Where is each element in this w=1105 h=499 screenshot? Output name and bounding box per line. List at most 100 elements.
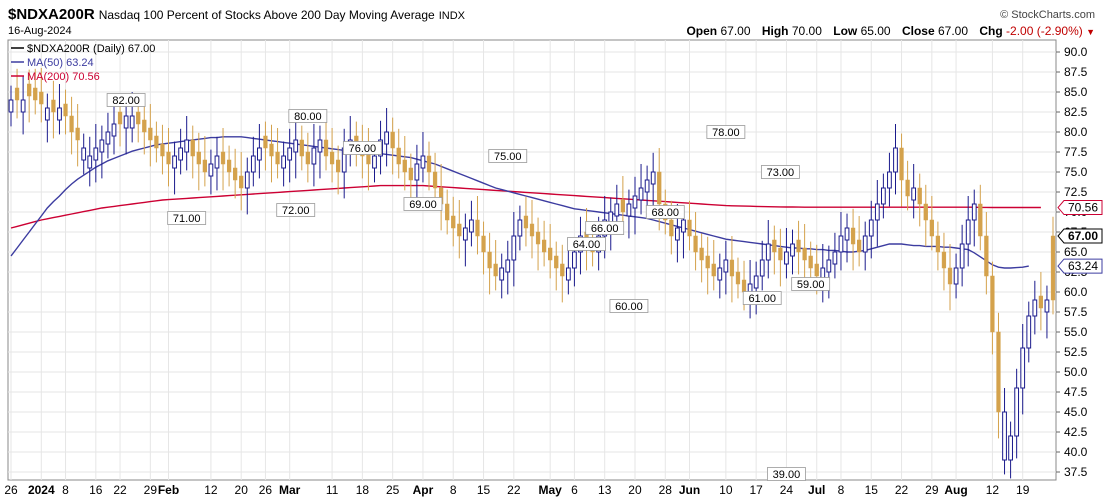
- candle-body: [63, 103, 68, 117]
- candle-body: [857, 239, 862, 253]
- candle-body: [499, 267, 505, 281]
- chg-label: Chg: [979, 24, 1003, 38]
- x-tick-label: Apr: [413, 483, 434, 497]
- candle-body: [548, 247, 553, 261]
- candle-body: [1032, 299, 1038, 317]
- candle-body: [451, 215, 456, 229]
- candle-body: [305, 151, 310, 165]
- candle-body: [681, 219, 686, 233]
- candle-body: [517, 219, 523, 237]
- candle-body: [166, 151, 171, 165]
- candle-body: [923, 203, 928, 221]
- candle-body: [802, 247, 807, 261]
- candle-body: [99, 139, 105, 153]
- y-tick-label: 42.5: [1064, 425, 1088, 439]
- candle-body: [675, 227, 680, 241]
- annotation-label: 68.00: [652, 207, 680, 219]
- ma200-last-tag: [1057, 200, 1103, 216]
- annotation-box: [567, 237, 606, 251]
- close-label: Close: [901, 24, 935, 38]
- low-label: Low: [833, 24, 858, 38]
- candle-body: [899, 147, 904, 181]
- candle-body: [911, 187, 917, 201]
- x-tick-label: 11: [326, 483, 339, 497]
- legend: $NDXA200R (Daily) 67.00 MA(50) 63.24 MA(…: [11, 43, 155, 83]
- candle-body: [523, 215, 529, 229]
- candle-body: [753, 275, 759, 289]
- candle-body: [457, 223, 462, 237]
- candle-body: [1020, 347, 1026, 389]
- candle-body: [826, 259, 832, 273]
- x-tick-label: Feb: [158, 483, 179, 497]
- annotation-label: 60.00: [615, 301, 643, 313]
- y-tick-label: 85.0: [1064, 85, 1088, 99]
- y-tick-label: 80.0: [1064, 125, 1088, 139]
- candle-body: [638, 187, 644, 201]
- candle-body: [39, 91, 44, 105]
- candles-group: [8, 68, 1056, 479]
- chart-header: $NDXA200R Nasdaq 100 Percent of Stocks Ab…: [0, 0, 1105, 40]
- candle-body: [299, 139, 304, 157]
- y-tick-label: 37.5: [1064, 465, 1088, 479]
- x-tick-label: 20: [628, 483, 642, 497]
- annotation-label: 69.00: [409, 199, 437, 211]
- annotation-label: 66.00: [591, 223, 619, 235]
- candle-body: [51, 99, 56, 113]
- x-tick-label: 13: [598, 483, 612, 497]
- candle-body: [75, 127, 80, 141]
- candle-body: [372, 155, 377, 169]
- y-tick-label: 40.0: [1064, 445, 1088, 459]
- candle-body: [208, 163, 214, 177]
- candle-body: [445, 203, 450, 221]
- candle-body: [117, 111, 123, 125]
- annotation-label: 61.00: [748, 293, 776, 305]
- candle-body: [190, 139, 195, 157]
- candle-body: [69, 115, 74, 133]
- y-tick-label: 52.5: [1064, 345, 1088, 359]
- candle-body: [572, 251, 577, 269]
- candle-body: [705, 255, 710, 269]
- y-tick-label: 77.5: [1064, 145, 1088, 159]
- annotation-box: [760, 165, 800, 179]
- x-tick-label: 20: [235, 483, 249, 497]
- x-tick-label: 12: [986, 483, 1000, 497]
- candle-body: [687, 219, 692, 237]
- close-value: 67.00: [937, 24, 969, 38]
- candle-body: [614, 203, 620, 217]
- symbol-description: Nasdaq 100 Percent of Stocks Above 200 D…: [98, 8, 435, 22]
- candle-body: [693, 235, 698, 253]
- x-tick-label: Jul: [808, 483, 825, 497]
- ma50-last-tag: [1057, 258, 1103, 274]
- candle-body: [408, 167, 413, 181]
- candle-body: [244, 171, 250, 189]
- candle-body: [493, 263, 498, 277]
- x-tick-label: Jun: [679, 483, 700, 497]
- high-label: High: [761, 24, 789, 38]
- annotation-label: 64.00: [573, 239, 601, 251]
- candle-body: [287, 147, 293, 161]
- candle-body: [529, 223, 535, 237]
- candle-body: [402, 159, 407, 173]
- x-tick-label: 26: [4, 483, 18, 497]
- annotations-group: 82.00 71.00 72.00 80.00 76.00 69.00 75.00 64.00…: [106, 93, 831, 481]
- x-tick-label: 24: [780, 483, 794, 497]
- x-tick-label: 12: [204, 483, 218, 497]
- candle-body: [226, 159, 232, 173]
- low-value: 65.00: [860, 24, 891, 38]
- y-tick-label: 50.0: [1064, 365, 1088, 379]
- candle-body: [657, 171, 662, 205]
- annotation-box: [645, 205, 685, 219]
- candle-body: [880, 187, 886, 205]
- candle-body: [741, 279, 747, 293]
- x-tick-label: 8: [450, 483, 457, 497]
- candle-body: [1026, 315, 1032, 349]
- candle-body: [947, 267, 953, 285]
- candle-body: [832, 251, 838, 265]
- x-tick-label: 8: [838, 483, 845, 497]
- candle-body: [81, 147, 87, 161]
- candle-body: [281, 155, 286, 169]
- candle-body: [717, 267, 723, 281]
- close-last-tag: [1057, 228, 1103, 244]
- annotation-box: [342, 141, 382, 155]
- legend-ma200: MA(200) 70.56: [27, 71, 100, 83]
